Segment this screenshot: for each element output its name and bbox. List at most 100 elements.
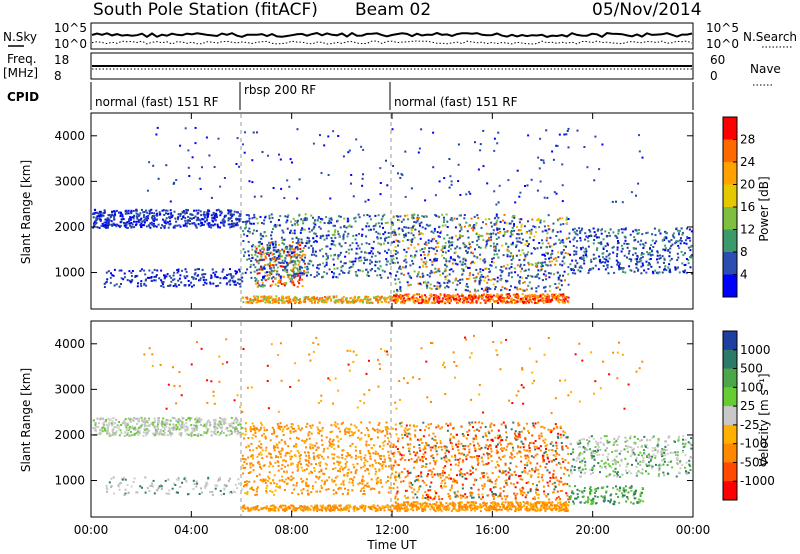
power-echo	[380, 218, 383, 221]
velocity-echo	[166, 423, 169, 426]
power-echo	[383, 242, 385, 245]
velocity-echo	[245, 446, 248, 449]
power-echo	[393, 299, 395, 302]
velocity-echo	[210, 434, 213, 437]
power-echo	[378, 296, 381, 299]
velocity-echo	[160, 483, 162, 486]
power-echo	[520, 241, 523, 244]
power-echo	[433, 297, 435, 300]
power-echo	[544, 229, 547, 232]
power-echo	[361, 270, 364, 273]
power-echo	[521, 238, 524, 241]
velocity-echo	[291, 423, 294, 426]
power-echo	[297, 238, 300, 240]
power-echo	[248, 217, 251, 220]
power-echo	[483, 261, 486, 264]
velocity-echo	[152, 425, 155, 428]
power-echo	[134, 276, 137, 278]
power-echo	[503, 231, 506, 233]
power-echo	[304, 298, 307, 301]
velocity-echo	[312, 456, 315, 459]
power-echo	[270, 284, 273, 287]
power-echo	[292, 270, 295, 273]
power-echo	[527, 263, 530, 266]
velocity-echo	[115, 418, 118, 421]
power-echo	[379, 182, 382, 184]
velocity-echo	[218, 423, 221, 426]
power-echo	[357, 213, 360, 216]
velocity-echo	[348, 430, 351, 433]
velocity-echo	[103, 420, 106, 423]
power-echo	[300, 229, 303, 232]
power-echo	[350, 182, 352, 185]
velocity-echo	[389, 486, 392, 489]
power-echo	[106, 225, 109, 228]
power-echo	[480, 274, 483, 276]
power-echo	[435, 240, 438, 243]
power-echo	[118, 285, 121, 288]
power-echo	[484, 276, 487, 279]
power-echo	[455, 299, 457, 302]
power-echo	[465, 265, 468, 268]
velocity-echo	[187, 417, 190, 420]
power-echo	[384, 239, 387, 242]
power-echo	[382, 233, 385, 236]
power-echo	[169, 200, 172, 203]
power-echo	[424, 241, 427, 244]
power-echo	[628, 258, 631, 260]
power-echo	[331, 243, 333, 246]
power-echo	[514, 301, 517, 304]
power-echo	[561, 260, 564, 263]
power-echo	[296, 128, 299, 131]
power-echo	[496, 253, 499, 256]
velocity-echo	[198, 419, 201, 421]
power-echo	[293, 229, 296, 232]
power-echo	[424, 298, 427, 301]
power-echo	[420, 232, 423, 234]
velocity-echo	[236, 433, 239, 436]
power-echo	[248, 254, 250, 257]
power-echo	[260, 299, 263, 302]
velocity-echo	[297, 493, 300, 496]
power-echo	[387, 296, 390, 299]
power-echo	[284, 260, 287, 263]
power-echo	[110, 214, 113, 217]
power-echo	[495, 203, 498, 206]
power-echo	[269, 252, 272, 255]
velocity-echo	[114, 433, 117, 436]
power-echo	[544, 270, 547, 273]
power-echo	[124, 225, 127, 228]
velocity-echo	[106, 490, 108, 493]
power-echo	[305, 274, 308, 277]
power-echo	[232, 213, 235, 216]
power-echo	[368, 225, 371, 228]
velocity-echo	[327, 488, 330, 491]
power-echo	[450, 183, 453, 186]
power-echo	[516, 288, 519, 291]
velocity-echo	[137, 428, 140, 431]
power-echo	[304, 256, 307, 259]
power-echo	[155, 133, 158, 136]
velocity-echo	[320, 479, 323, 482]
power-echo	[333, 272, 336, 275]
power-echo	[617, 240, 619, 242]
power-echo	[314, 232, 317, 235]
power-echo	[245, 296, 248, 299]
power-echo	[290, 251, 293, 253]
power-echo	[330, 299, 333, 302]
power-echo	[92, 213, 95, 216]
power-echo	[413, 293, 416, 296]
power-echo	[247, 230, 250, 233]
power-echo	[258, 268, 261, 271]
power-echo	[191, 156, 194, 159]
power-echo	[580, 256, 583, 259]
power-echo	[489, 295, 492, 298]
power-echo	[363, 214, 365, 217]
power-echo	[551, 230, 554, 233]
velocity-echo	[377, 462, 380, 465]
velocity-echo	[305, 454, 308, 457]
power-echo	[651, 233, 654, 236]
velocity-echo	[285, 471, 288, 474]
power-echo	[365, 252, 368, 254]
velocity-echo	[261, 449, 264, 452]
